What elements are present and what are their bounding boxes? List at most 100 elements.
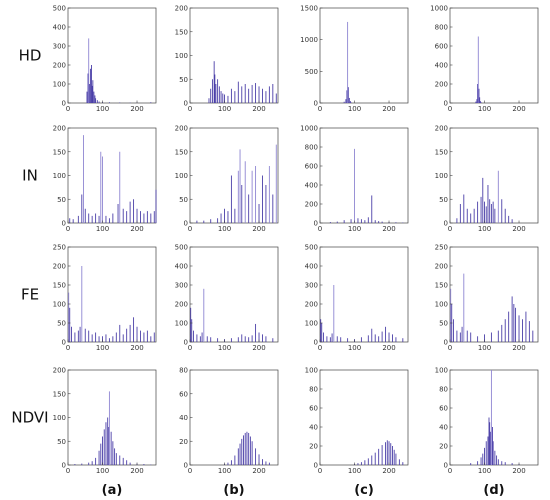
y-tick-label: 500 [175,244,188,252]
y-tick-label: 0 [314,100,318,108]
y-tick-label: 0 [314,339,318,347]
column-label: (a) [102,483,123,498]
x-tick-label: 200 [252,467,265,475]
y-tick-label: 60 [439,405,448,413]
y-tick-label: 300 [53,43,66,51]
histogram-panel: 0 100 200 0 100 200 300 400 500 [305,244,409,352]
x-tick-label: 0 [318,225,322,233]
y-tick-label: 250 [53,244,66,252]
x-tick-label: 200 [382,225,395,233]
y-tick-label: 200 [305,301,318,309]
y-tick-label: 400 [175,263,188,271]
y-tick-label: 0 [184,100,188,108]
plot-frame [67,246,157,343]
y-tick-label: 100 [435,172,448,180]
histogram-panel: 0 100 200 0 20 40 60 80 [179,367,279,475]
y-tick-label: 500 [305,68,318,76]
x-tick-label: 200 [130,105,143,113]
y-tick-label: 0 [444,462,448,470]
x-tick-label: 100 [348,225,361,233]
x-tick-label: 100 [348,105,361,113]
y-tick-label: 50 [439,196,448,204]
y-tick-label: 50 [57,196,66,204]
plot-frame [189,246,279,343]
y-tick-label: 0 [444,220,448,228]
y-tick-label: 1000 [300,36,318,44]
y-tick-label: 150 [53,282,66,290]
y-tick-label: 800 [305,144,318,152]
x-tick-label: 100 [478,344,491,352]
y-tick-label: 100 [53,81,66,89]
plot-frame [319,246,409,343]
column-label: (c) [354,483,374,498]
y-tick-label: 0 [444,339,448,347]
y-tick-label: 0 [62,220,66,228]
x-tick-label: 100 [478,225,491,233]
x-tick-label: 200 [130,467,143,475]
histogram-panel: 0 100 200 0 50 100 150 200 [435,125,539,233]
x-tick-label: 100 [96,105,109,113]
y-tick-label: 500 [53,5,66,13]
y-tick-label: 200 [435,81,448,89]
x-tick-label: 100 [478,105,491,113]
y-tick-label: 600 [435,43,448,51]
x-tick-label: 0 [66,225,70,233]
y-tick-label: 60 [309,405,318,413]
y-tick-label: 20 [309,443,318,451]
x-tick-label: 200 [130,225,143,233]
y-tick-label: 100 [53,414,66,422]
plot-frame [189,7,279,104]
y-tick-label: 200 [305,201,318,209]
x-tick-label: 0 [318,467,322,475]
y-tick-label: 100 [305,367,318,375]
x-tick-label: 100 [478,467,491,475]
y-tick-label: 0 [184,220,188,228]
row-label: FE [21,286,39,304]
y-tick-label: 20 [179,438,188,446]
x-tick-label: 100 [96,344,109,352]
x-tick-label: 0 [448,105,452,113]
y-tick-label: 100 [435,367,448,375]
x-tick-label: 100 [218,467,231,475]
y-tick-label: 40 [439,424,448,432]
x-tick-label: 100 [348,344,361,352]
y-tick-label: 400 [435,62,448,70]
y-tick-label: 300 [305,282,318,290]
plot-frame [449,369,539,466]
x-tick-label: 200 [512,225,525,233]
y-tick-label: 200 [435,263,448,271]
x-tick-label: 0 [66,344,70,352]
x-tick-label: 0 [66,467,70,475]
histogram-panel: 0 100 200 0 20 40 60 80 100 [435,367,539,475]
histogram-panel: 0 100 200 0 50 100 150 200 250 [53,244,157,352]
x-tick-label: 100 [218,225,231,233]
y-tick-label: 600 [305,163,318,171]
y-tick-label: 40 [309,424,318,432]
y-tick-label: 0 [314,462,318,470]
y-tick-label: 0 [62,339,66,347]
y-tick-label: 40 [179,414,188,422]
y-tick-label: 100 [53,172,66,180]
histogram-panel: 0 100 200 0 100 200 300 400 500 [175,244,279,352]
plot-frame [319,7,409,104]
x-tick-label: 0 [448,467,452,475]
y-tick-label: 400 [53,24,66,32]
y-tick-label: 0 [444,100,448,108]
y-tick-label: 0 [314,220,318,228]
y-tick-label: 250 [435,244,448,252]
y-tick-label: 200 [53,125,66,133]
y-tick-label: 150 [175,28,188,36]
x-tick-label: 0 [318,105,322,113]
plot-frame [67,369,157,466]
y-tick-label: 500 [305,244,318,252]
y-tick-label: 1500 [300,5,318,13]
y-tick-label: 200 [53,62,66,70]
histogram-panel: 0 100 200 0 200 400 600 800 1000 [300,125,409,233]
plot-frame [67,7,157,104]
plot-frame [319,127,409,224]
y-tick-label: 200 [175,5,188,13]
y-tick-label: 100 [305,320,318,328]
x-tick-label: 0 [188,344,192,352]
y-tick-label: 50 [179,76,188,84]
x-tick-label: 100 [218,105,231,113]
